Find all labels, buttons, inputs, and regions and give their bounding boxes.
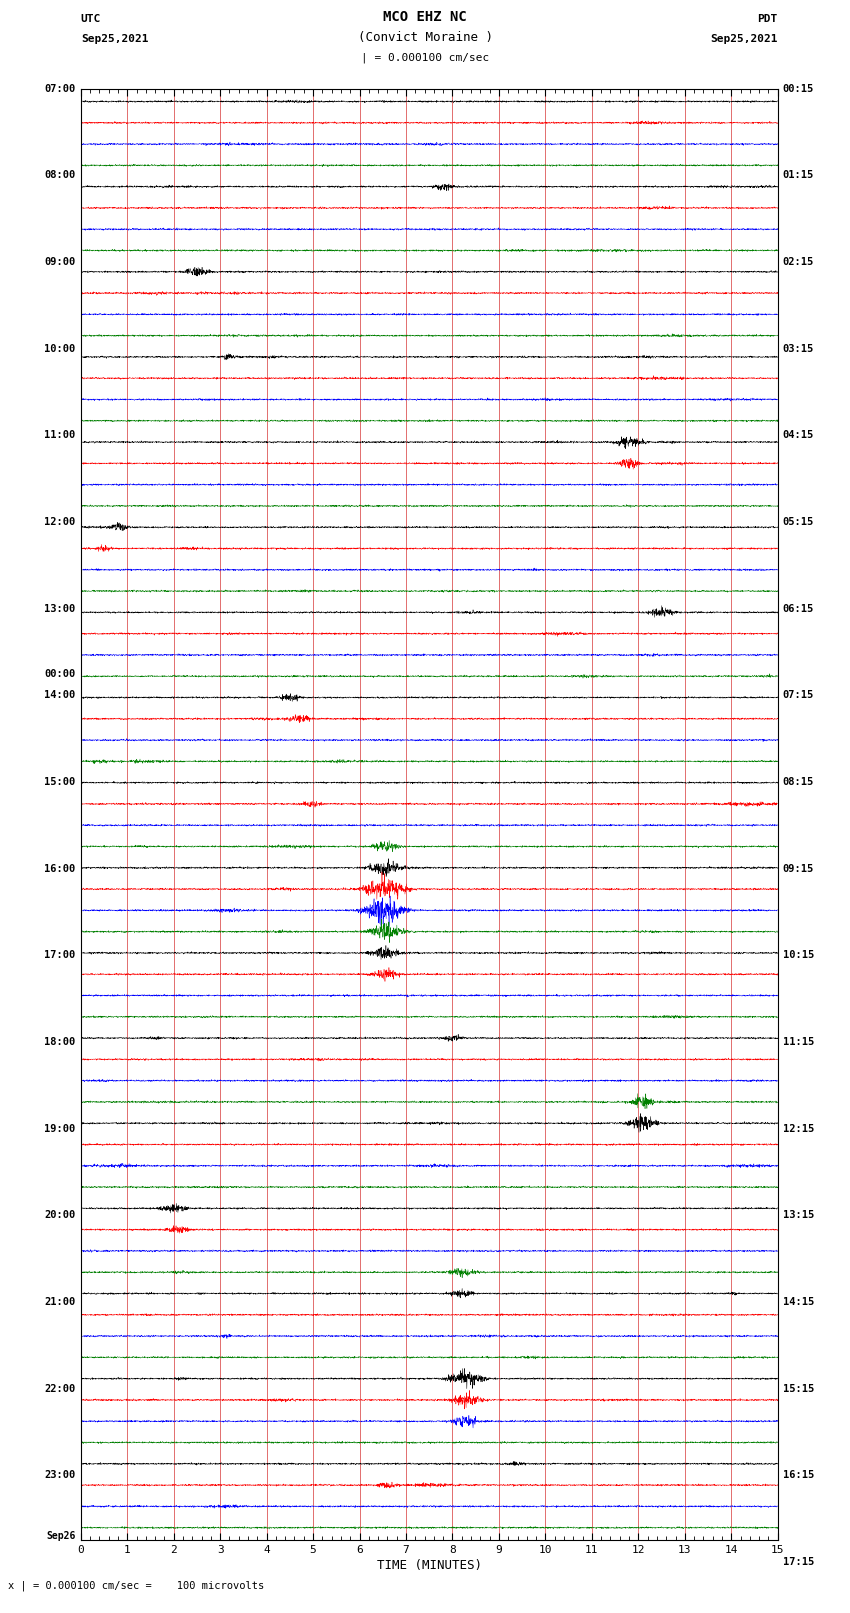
Text: PDT: PDT [757,15,778,24]
Text: Sep26: Sep26 [46,1531,76,1540]
Text: 07:00: 07:00 [44,84,76,94]
Text: 02:15: 02:15 [783,256,814,268]
Text: x | = 0.000100 cm/sec =    100 microvolts: x | = 0.000100 cm/sec = 100 microvolts [8,1581,264,1592]
Text: 16:15: 16:15 [783,1471,814,1481]
Text: 09:00: 09:00 [44,256,76,268]
Text: Sep25,2021: Sep25,2021 [81,34,148,44]
Text: 04:15: 04:15 [783,431,814,440]
Text: (Convict Moraine ): (Convict Moraine ) [358,31,492,44]
Text: 21:00: 21:00 [44,1297,76,1307]
Text: MCO EHZ NC: MCO EHZ NC [383,10,467,24]
Text: 00:15: 00:15 [783,84,814,94]
Text: 17:00: 17:00 [44,950,76,960]
Text: 03:15: 03:15 [783,344,814,353]
Text: 17:15: 17:15 [783,1557,814,1568]
Text: UTC: UTC [81,15,101,24]
Text: 15:15: 15:15 [783,1384,814,1394]
Text: 05:15: 05:15 [783,518,814,527]
Text: 13:00: 13:00 [44,603,76,613]
Text: 10:00: 10:00 [44,344,76,353]
Text: 08:15: 08:15 [783,777,814,787]
Text: 23:00: 23:00 [44,1471,76,1481]
X-axis label: TIME (MINUTES): TIME (MINUTES) [377,1560,482,1573]
Text: 08:00: 08:00 [44,171,76,181]
Text: | = 0.000100 cm/sec: | = 0.000100 cm/sec [361,52,489,63]
Text: 19:00: 19:00 [44,1124,76,1134]
Text: 07:15: 07:15 [783,690,814,700]
Text: Sep25,2021: Sep25,2021 [711,34,778,44]
Text: 22:00: 22:00 [44,1384,76,1394]
Text: 11:00: 11:00 [44,431,76,440]
Text: 13:15: 13:15 [783,1210,814,1221]
Text: 20:00: 20:00 [44,1210,76,1221]
Text: 00:00: 00:00 [44,669,76,679]
Text: 06:15: 06:15 [783,603,814,613]
Text: 18:00: 18:00 [44,1037,76,1047]
Text: 01:15: 01:15 [783,171,814,181]
Text: 15:00: 15:00 [44,777,76,787]
Text: 09:15: 09:15 [783,863,814,874]
Text: 16:00: 16:00 [44,863,76,874]
Text: 10:15: 10:15 [783,950,814,960]
Text: 12:00: 12:00 [44,518,76,527]
Text: 14:00: 14:00 [44,690,76,700]
Text: 14:15: 14:15 [783,1297,814,1307]
Text: 11:15: 11:15 [783,1037,814,1047]
Text: 12:15: 12:15 [783,1124,814,1134]
